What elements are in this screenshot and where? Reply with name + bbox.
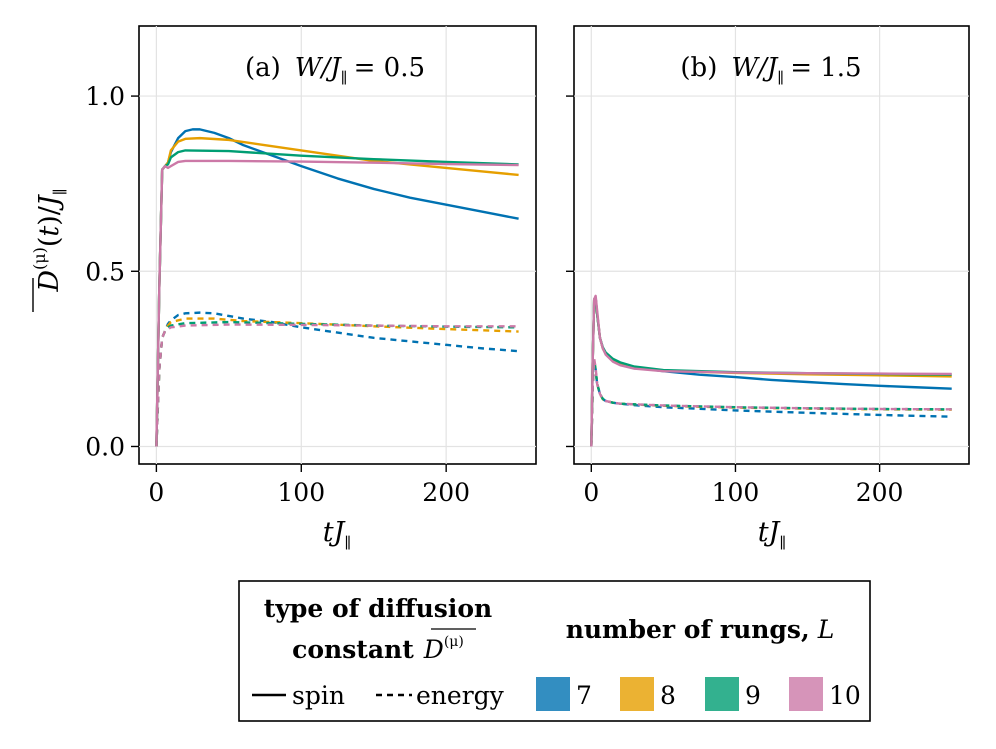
legend-type-title-line2: constant D(μ) xyxy=(292,634,464,664)
series-line-L10-spin xyxy=(155,159,519,447)
panel-a-frame xyxy=(138,25,537,465)
series-line-L8-spin xyxy=(155,136,519,447)
legend-swatch-10 xyxy=(789,677,823,711)
y-tick-label: 0.5 xyxy=(85,257,125,286)
series-line-L10-spin xyxy=(590,294,952,447)
series-line-L9-energy xyxy=(155,320,519,447)
panel-a-title: (a) W/J∥ = 0.5 xyxy=(245,53,425,87)
legend-energy-label: energy xyxy=(416,681,505,710)
panel-a: 0 100 200 0.0 0.5 1.0 (a) W/J∥ = 0.5 tJ∥ xyxy=(85,25,537,552)
series-line-L7-energy xyxy=(155,311,519,447)
x-tick-label: 100 xyxy=(277,478,325,507)
panel-b-grid xyxy=(574,26,969,464)
legend-swatch-8 xyxy=(620,677,654,711)
x-tick-label: 0 xyxy=(148,478,164,507)
y-tick-label: 1.0 xyxy=(85,82,125,111)
panel-b-y-ticks xyxy=(566,95,574,448)
panel-b-x-label: tJ∥ xyxy=(758,517,787,552)
legend-swatch-9 xyxy=(705,677,739,711)
legend-label-7: 7 xyxy=(576,681,592,710)
series-line-L8-energy xyxy=(155,317,519,447)
panel-b-lines xyxy=(590,294,952,447)
legend-entries: 7 8 9 10 xyxy=(536,677,861,711)
legend-type-title-line1: type of diffusion xyxy=(264,594,492,623)
panel-a-lines xyxy=(155,128,519,447)
legend-rungs-title: number of rungs, L xyxy=(566,615,835,644)
panel-b: 0 100 200 (b) W/J∥ = 1.5 tJ∥ xyxy=(566,25,970,552)
y-axis-label: D(μ)(t)/J∥ xyxy=(30,188,69,312)
panel-a-grid xyxy=(139,26,536,464)
svg-text:D(μ)(t)/J∥: D(μ)(t)/J∥ xyxy=(30,188,69,292)
panel-a-x-label: tJ∥ xyxy=(323,517,352,552)
x-tick-label: 100 xyxy=(712,478,760,507)
legend-spin-label: spin xyxy=(292,681,345,710)
y-tick-label: 0.0 xyxy=(85,432,125,461)
x-tick-label: 200 xyxy=(422,478,470,507)
legend-label-10: 10 xyxy=(829,681,861,710)
panel-a-y-ticks: 0.0 0.5 1.0 xyxy=(85,82,139,461)
x-tick-label: 0 xyxy=(583,478,599,507)
x-tick-label: 200 xyxy=(856,478,904,507)
legend: type of diffusion constant D(μ) spin ener… xyxy=(238,580,871,722)
series-line-L9-spin xyxy=(155,149,519,447)
panel-a-x-ticks: 0 100 200 xyxy=(148,464,470,507)
series-line-L10-energy xyxy=(155,323,519,447)
series-line-L7-spin xyxy=(155,128,519,447)
panel-b-x-ticks: 0 100 200 xyxy=(583,464,903,507)
legend-swatch-7 xyxy=(536,677,570,711)
panel-b-frame xyxy=(573,25,970,465)
series-line-L10-energy xyxy=(590,357,952,447)
panel-b-title: (b) W/J∥ = 1.5 xyxy=(680,53,861,87)
legend-label-9: 9 xyxy=(745,681,761,710)
legend-label-8: 8 xyxy=(660,681,676,710)
